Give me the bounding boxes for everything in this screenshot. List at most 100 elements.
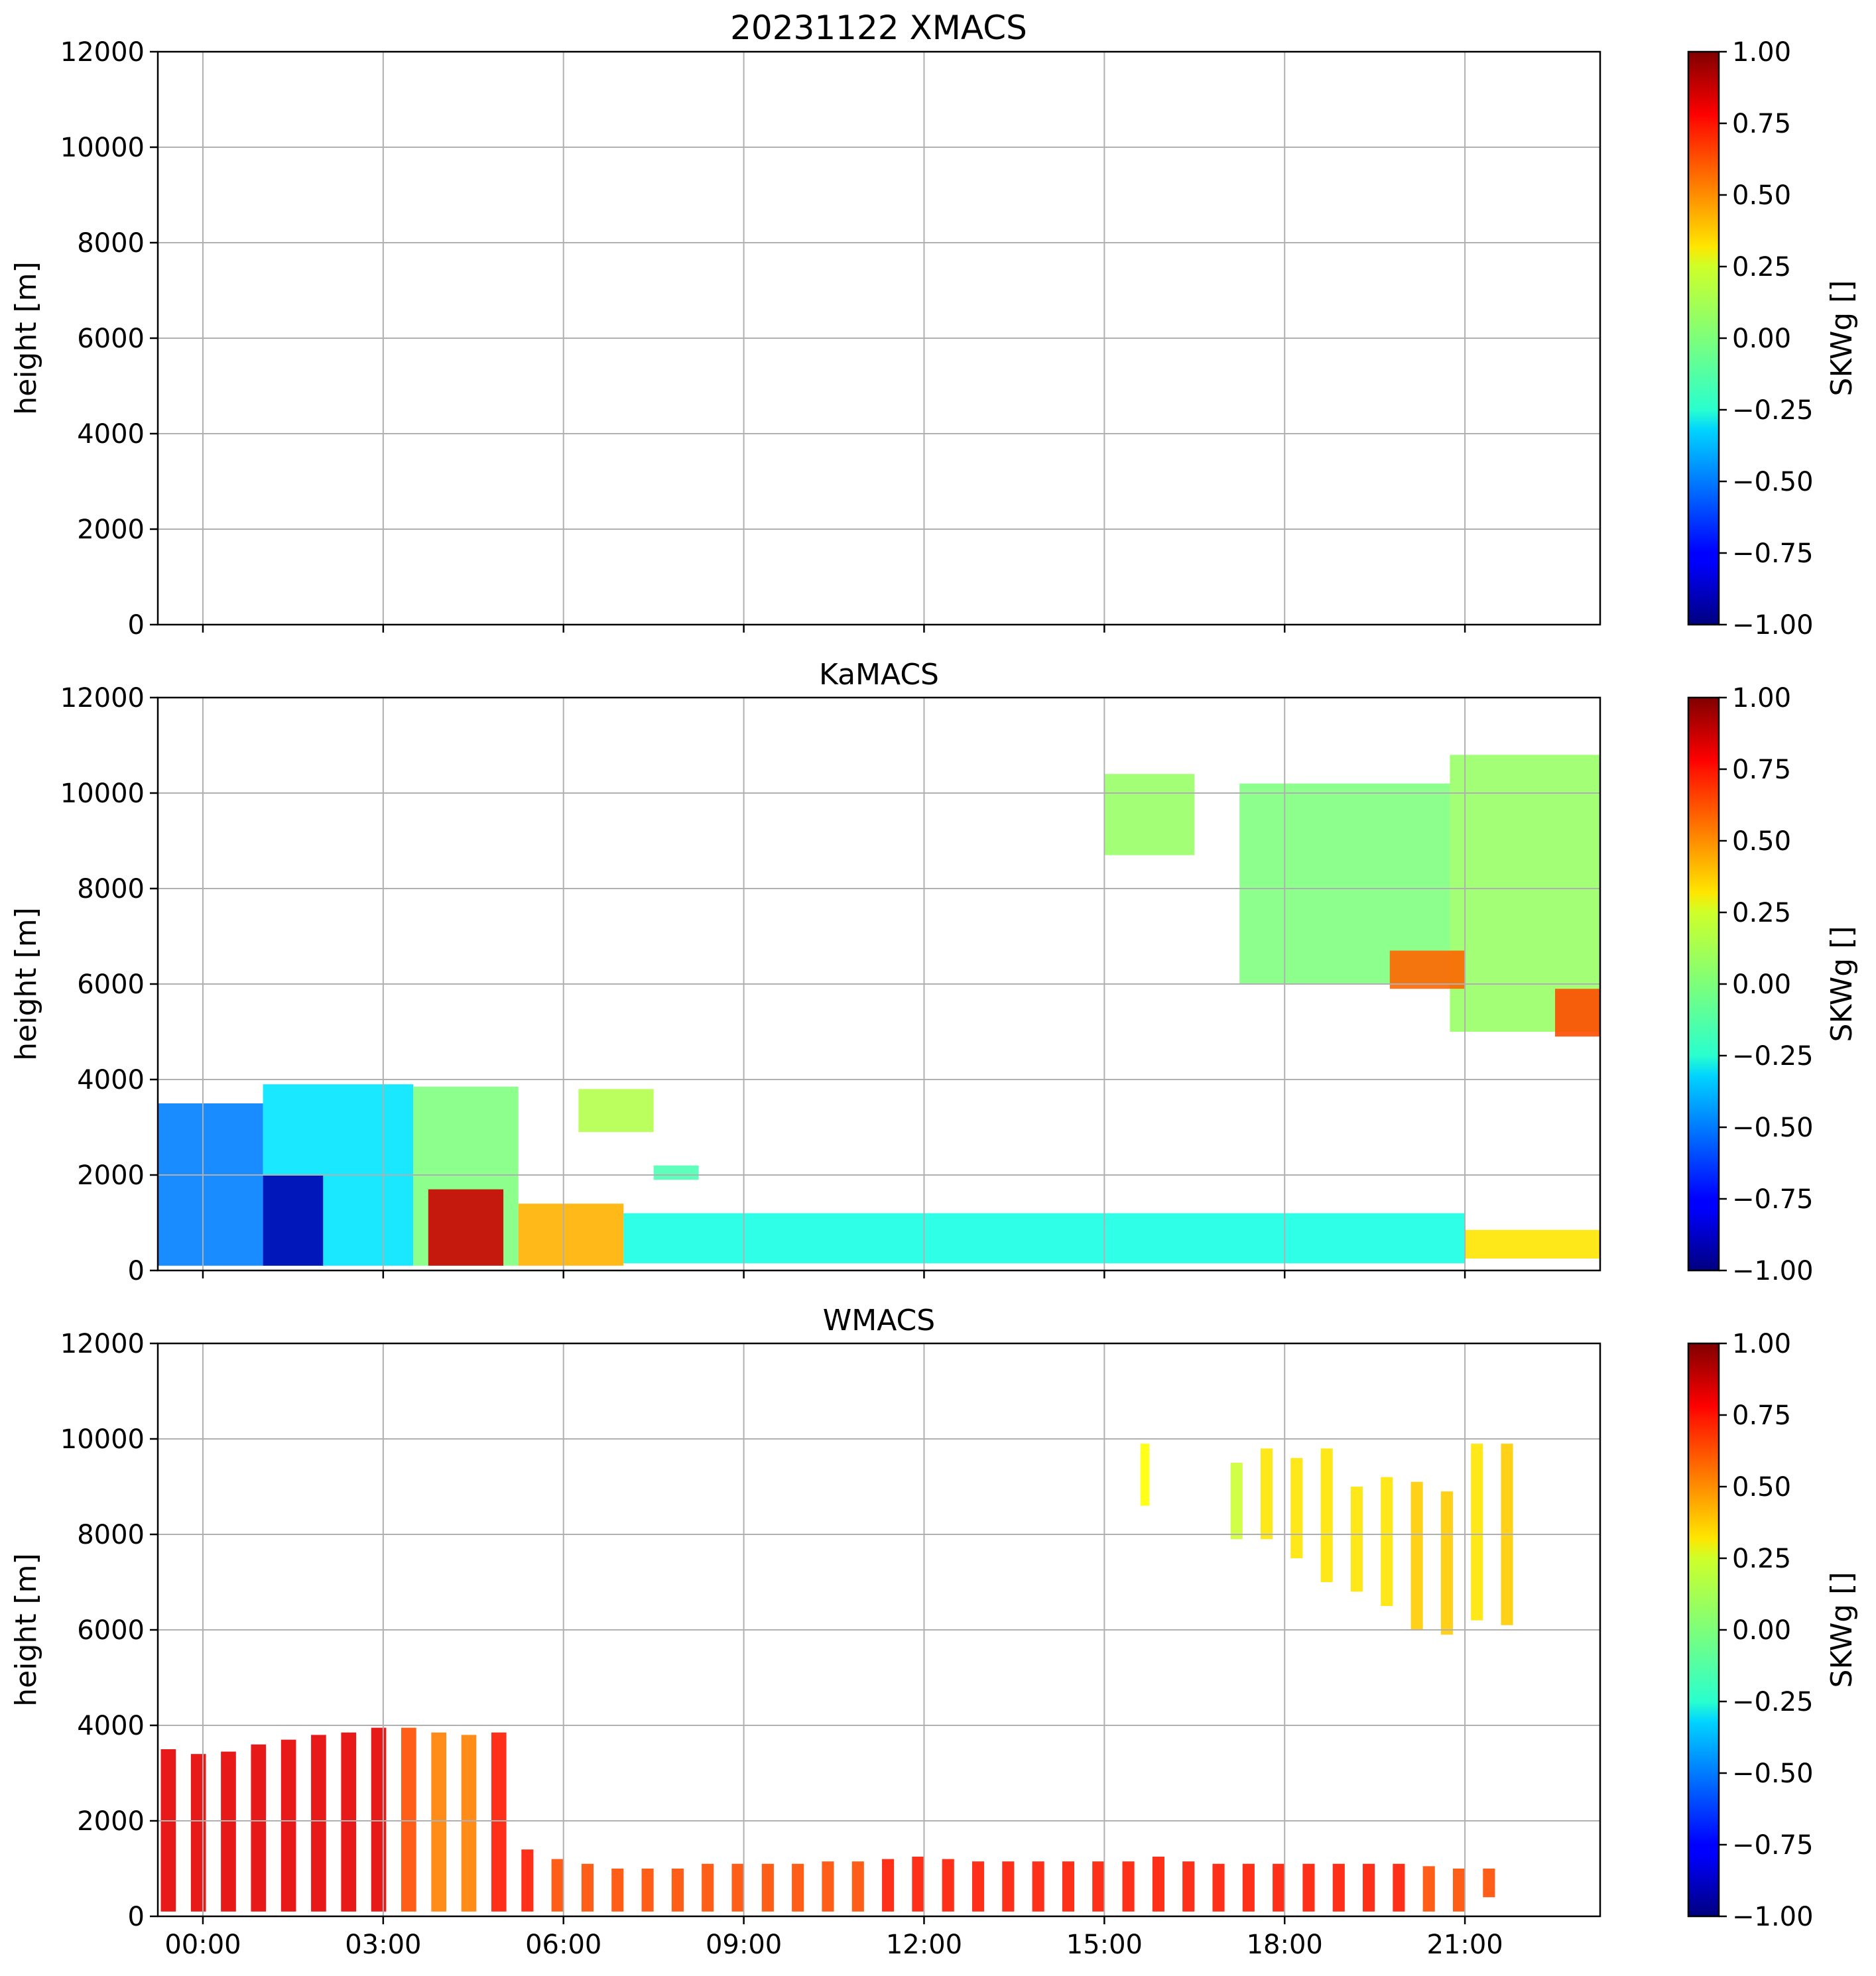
colorbar-tick-label: −0.50 xyxy=(1732,467,1814,497)
x-tick-label: 18:00 xyxy=(1247,1930,1323,1960)
echo-region xyxy=(1555,989,1600,1037)
echo-region xyxy=(311,1735,326,1912)
echo-region xyxy=(1032,1861,1044,1912)
colorbar-tick-label: −0.25 xyxy=(1732,1687,1814,1717)
echo-region xyxy=(521,1849,534,1912)
x-tick-label: 09:00 xyxy=(706,1930,782,1960)
echo-region xyxy=(1393,1863,1405,1912)
echo-region xyxy=(761,1863,774,1912)
y-tick-label: 12000 xyxy=(60,37,145,68)
colorbar-tick-label: 1.00 xyxy=(1732,1329,1791,1359)
colorbar xyxy=(1687,1342,1720,1918)
echo-region xyxy=(792,1863,804,1912)
colorbar-tick-label: 0.50 xyxy=(1732,180,1791,211)
echo-region xyxy=(431,1732,446,1912)
x-tick-label: 12:00 xyxy=(886,1930,962,1960)
x-tick-label: 03:00 xyxy=(345,1930,421,1960)
echo-region xyxy=(851,1861,864,1912)
echo-region xyxy=(1363,1863,1375,1912)
echo-region xyxy=(1212,1863,1225,1912)
colorbar-tick-label: 0.50 xyxy=(1732,826,1791,857)
colorbar-tick-label: 0.25 xyxy=(1732,898,1791,928)
y-tick-label: 6000 xyxy=(77,969,145,1000)
echo-region xyxy=(1471,1444,1483,1621)
echo-region xyxy=(281,1739,296,1912)
echo-region xyxy=(1290,1457,1303,1558)
echo-region xyxy=(623,1213,1466,1264)
echo-region xyxy=(160,1749,176,1912)
echo-region xyxy=(1260,1448,1273,1540)
colorbar-tick-label: 1.00 xyxy=(1732,37,1791,68)
echo-region xyxy=(1140,1444,1150,1506)
y-tick-label: 0 xyxy=(128,1256,145,1286)
echo-region xyxy=(551,1859,564,1912)
colorbar-tick-label: 0.75 xyxy=(1732,1400,1791,1431)
y-tick-label: 10000 xyxy=(60,133,145,163)
y-tick-label: 12000 xyxy=(60,1329,145,1359)
echo-region xyxy=(461,1735,477,1912)
echo-region xyxy=(731,1863,744,1912)
echo-region xyxy=(641,1869,654,1912)
colorbar-tick-label: 0.00 xyxy=(1732,324,1791,354)
echo-region xyxy=(1465,1229,1600,1259)
echo-region xyxy=(1092,1861,1105,1912)
echo-region xyxy=(1320,1448,1333,1582)
colorbar-label: SKWg [] xyxy=(1825,280,1859,397)
colorbar-label: SKWg [] xyxy=(1825,926,1859,1042)
echo-region xyxy=(190,1754,206,1912)
x-tick-label: 15:00 xyxy=(1066,1930,1143,1960)
panel-title: KaMACS xyxy=(819,658,939,692)
y-tick-label: 2000 xyxy=(77,515,145,545)
echo-region xyxy=(578,1089,654,1133)
echo-region xyxy=(1389,950,1466,989)
colorbar-tick-label: 0.00 xyxy=(1732,969,1791,1000)
wmacs-panel: 00:00 03:00 06:00 09:00 12:00 15:00 18:00 21:00… xyxy=(9,1304,1859,1960)
echo-region xyxy=(882,1859,895,1912)
echo-region xyxy=(1450,755,1600,1032)
echo-region xyxy=(1104,774,1195,855)
echo-region xyxy=(1332,1863,1345,1912)
y-tick-label: 8000 xyxy=(77,1520,145,1550)
echo-region xyxy=(1452,1869,1466,1912)
echo-region xyxy=(1122,1861,1135,1912)
colorbar-tick-label: −0.75 xyxy=(1732,1184,1814,1215)
y-tick-label: 8000 xyxy=(77,874,145,904)
echo-region xyxy=(971,1861,985,1912)
echo-region xyxy=(251,1744,267,1912)
echo-region xyxy=(1410,1481,1423,1630)
echo-region xyxy=(221,1751,236,1912)
y-tick-label: 4000 xyxy=(77,1711,145,1741)
y-tick-label: 0 xyxy=(128,610,145,641)
y-tick-label: 10000 xyxy=(60,1424,145,1455)
echo-region xyxy=(428,1189,504,1266)
colorbar-tick-label: −0.75 xyxy=(1732,538,1814,569)
echo-region xyxy=(1182,1861,1195,1912)
y-tick-label: 6000 xyxy=(77,1615,145,1646)
y-tick-label: 0 xyxy=(128,1902,145,1932)
colorbar-label: SKWg [] xyxy=(1825,1572,1859,1688)
colorbar-tick-label: −0.50 xyxy=(1732,1113,1814,1143)
echo-region xyxy=(702,1863,714,1912)
colorbar-tick-label: 0.25 xyxy=(1732,1544,1791,1574)
echo-region xyxy=(491,1732,507,1912)
kamacs-panel: 0 2000 4000 6000 8000 10000 12000 height [m] KaM… xyxy=(9,658,1859,1286)
y-tick-label: 12000 xyxy=(60,683,145,713)
echo-region xyxy=(1002,1861,1015,1912)
y-tick-label: 2000 xyxy=(77,1806,145,1837)
y-tick-label: 4000 xyxy=(77,419,145,450)
echo-region xyxy=(401,1727,416,1912)
echo-region xyxy=(822,1861,834,1912)
y-axis-label: height [m] xyxy=(9,261,43,414)
colorbar-tick-label: −0.25 xyxy=(1732,1041,1814,1072)
echo-region xyxy=(1381,1477,1393,1606)
echo-region xyxy=(341,1732,357,1912)
echo-region xyxy=(611,1869,624,1912)
x-tick-label: 06:00 xyxy=(525,1930,601,1960)
colorbar xyxy=(1687,50,1720,626)
xmacs-panel: 0 2000 4000 6000 8000 10000 12000 height [m] 1.0… xyxy=(9,37,1859,641)
echo-region xyxy=(1152,1857,1164,1912)
echo-region xyxy=(942,1859,954,1912)
colorbar-tick-label: −0.25 xyxy=(1732,395,1814,426)
y-tick-label: 10000 xyxy=(60,778,145,809)
